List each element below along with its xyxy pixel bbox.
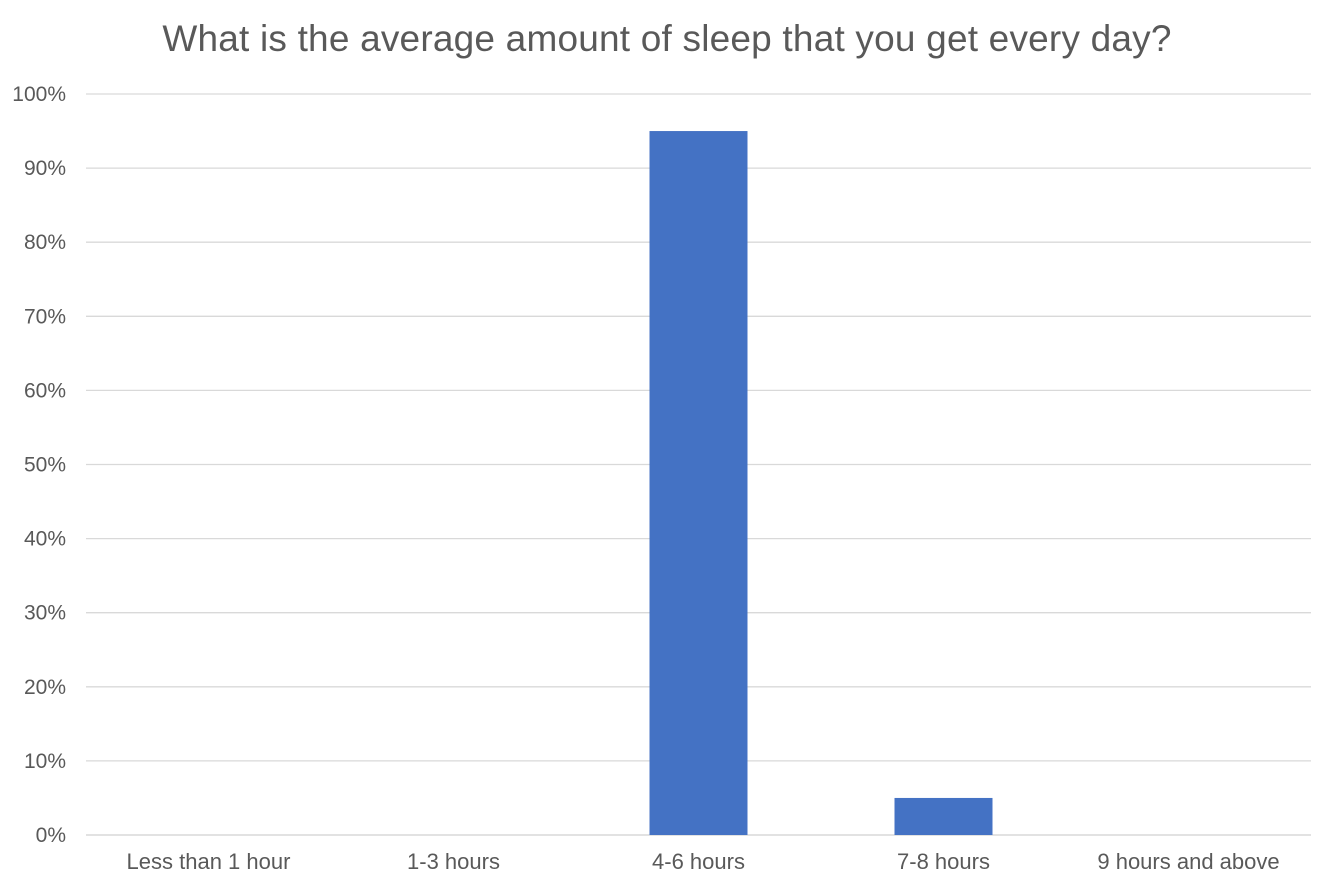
x-category-label: 4-6 hours (652, 849, 745, 874)
x-axis-categories: Less than 1 hour 1-3 hours 4-6 hours 7-8 ho… (127, 849, 1280, 874)
x-category-label: 9 hours and above (1097, 849, 1279, 874)
x-category-label: 1-3 hours (407, 849, 500, 874)
x-category-label: Less than 1 hour (127, 849, 291, 874)
y-tick-label: 50% (24, 454, 66, 477)
x-category-label: 7-8 hours (897, 849, 990, 874)
bar (894, 797, 993, 835)
chart-title: What is the average amount of sleep that… (162, 18, 1172, 59)
y-tick-label: 100% (12, 83, 66, 106)
y-tick-label: 30% (24, 602, 66, 625)
y-tick-label: 10% (24, 750, 66, 773)
bar (649, 131, 748, 836)
y-tick-label: 0% (36, 824, 66, 847)
y-tick-label: 60% (24, 379, 66, 402)
y-tick-label: 20% (24, 676, 66, 699)
y-tick-label: 80% (24, 231, 66, 254)
y-tick-label: 40% (24, 528, 66, 551)
y-axis-ticks: 0% 10% 20% 30% 40% 50% 60% 70% 80% 90% 100% (12, 83, 66, 847)
bars (649, 131, 993, 836)
y-tick-label: 70% (24, 305, 66, 328)
y-tick-label: 90% (24, 157, 66, 180)
